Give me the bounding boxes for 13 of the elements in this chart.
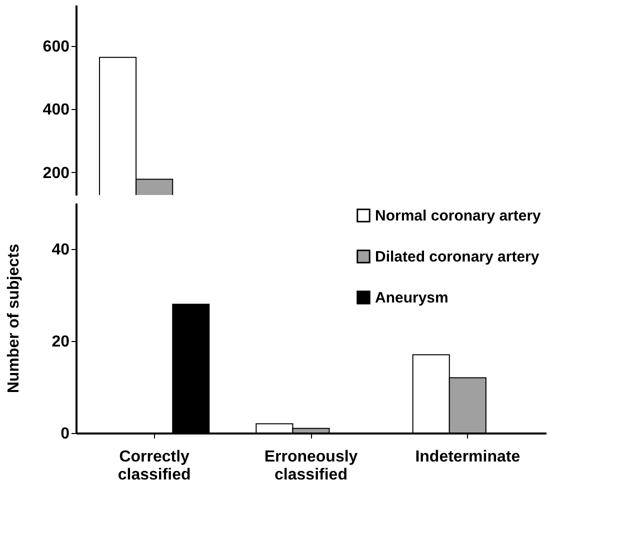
y-tick-label: 200 <box>42 164 70 182</box>
x-tick-label: Erroneously classified <box>264 448 358 484</box>
y-tick-label: 20 <box>52 334 70 350</box>
y-axis-title: Number of subjects <box>6 244 23 394</box>
x-tick-label: Indeterminate <box>415 448 520 466</box>
y-tick-label: 600 <box>42 38 70 56</box>
legend-label: Dilated coronary artery <box>375 248 540 266</box>
y-tick-label: 40 <box>52 242 70 258</box>
legend-label: Normal coronary artery <box>375 208 542 224</box>
x-tick-label: Correctly classified <box>118 448 191 484</box>
legend-label: Aneurysm <box>375 290 448 306</box>
y-tick-label: 400 <box>42 102 70 119</box>
y-tick-label: 0 <box>60 426 70 442</box>
